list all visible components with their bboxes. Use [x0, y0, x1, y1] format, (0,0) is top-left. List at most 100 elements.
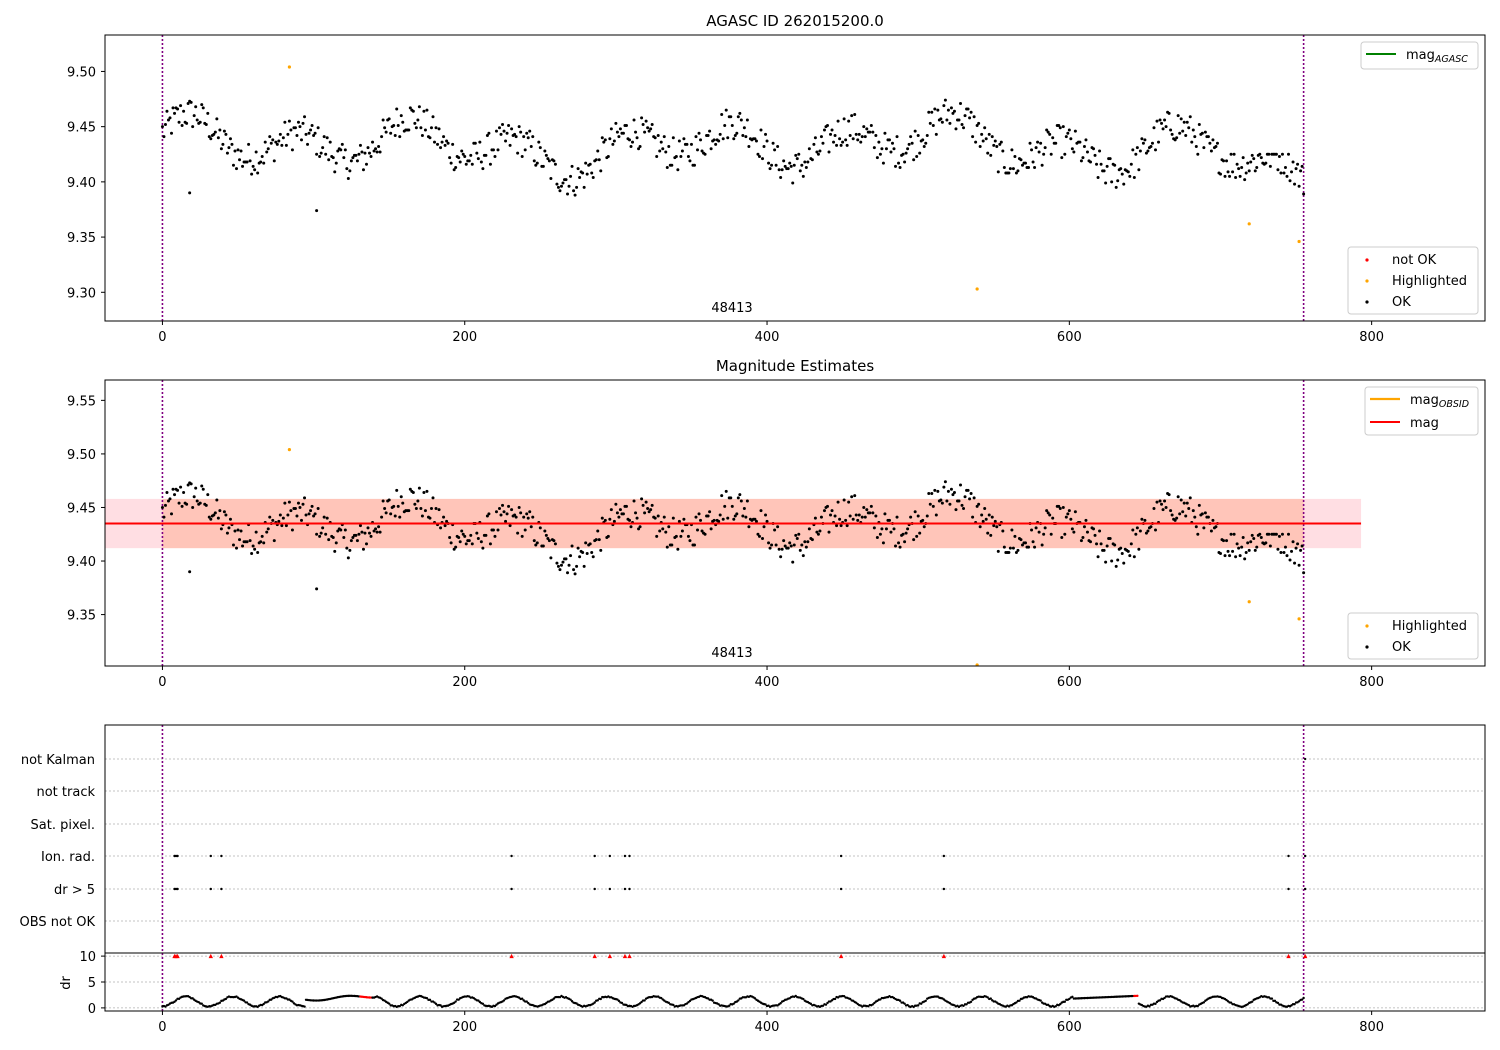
data-point-ok — [1072, 530, 1076, 534]
data-point-ok — [650, 503, 654, 507]
data-point-ok — [445, 519, 449, 523]
data-point-ok — [627, 138, 631, 142]
data-point-ok — [1182, 120, 1186, 124]
data-point-ok — [1237, 167, 1241, 171]
data-point-ok — [768, 546, 772, 550]
data-point-ok — [1259, 156, 1263, 160]
data-point-ok — [505, 131, 509, 135]
data-point-ok — [417, 486, 421, 490]
flag-label-not-track: not track — [36, 785, 95, 800]
data-point-ok — [222, 510, 226, 514]
dr-point — [303, 1005, 306, 1008]
data-point-ok — [315, 532, 319, 536]
data-point-ok — [1247, 548, 1251, 552]
panel-dr-xtick-label: 600 — [1057, 1020, 1082, 1035]
data-point-ok — [700, 149, 704, 153]
data-point-ok — [998, 142, 1002, 146]
panel-dr-xtick-label: 800 — [1359, 1020, 1384, 1035]
dr-point — [667, 1001, 670, 1005]
data-point-ok — [559, 184, 563, 188]
dr-point — [569, 998, 572, 1001]
dr-point — [387, 1002, 391, 1005]
data-point-ok — [1231, 549, 1235, 553]
data-point-ok — [1178, 131, 1182, 135]
dr-point — [570, 1000, 574, 1003]
data-point-ok — [228, 137, 232, 141]
data-point-ok — [1240, 166, 1244, 170]
data-point-ok — [635, 136, 639, 140]
data-point-ok — [1011, 167, 1015, 171]
data-point-ok — [754, 519, 758, 523]
data-point-ok — [396, 124, 400, 128]
data-point-ok — [1042, 152, 1046, 156]
data-point-ok — [756, 532, 760, 536]
data-point-ok — [215, 498, 219, 502]
data-point-ok — [1144, 151, 1148, 155]
data-point-ok — [889, 150, 893, 154]
data-point-ok — [1190, 140, 1194, 144]
data-point-ok — [1153, 148, 1157, 152]
data-point-ok — [825, 124, 829, 128]
data-point-ok — [306, 142, 310, 146]
panel-estimates-x-axis: 0 200 400 600 800 — [158, 666, 1384, 690]
dr-point — [1154, 1002, 1157, 1005]
legend-label-ok: OK — [1392, 295, 1411, 310]
data-point-ok — [339, 528, 343, 532]
data-point-ok — [1066, 131, 1070, 135]
dr-point — [672, 1003, 675, 1007]
dr-point — [457, 998, 460, 1001]
data-point-ok — [1244, 171, 1248, 175]
dr-point — [1273, 999, 1277, 1003]
data-point-ok — [1282, 171, 1286, 175]
data-point-ok — [949, 106, 953, 110]
panel-estimates-frame — [104, 379, 1486, 667]
data-point-ok — [1098, 149, 1102, 153]
data-point-ok — [661, 527, 665, 531]
data-point-ok — [930, 110, 934, 114]
data-point-ok — [614, 121, 618, 125]
data-point-ok — [635, 516, 639, 520]
data-point-ok — [959, 101, 963, 105]
dr-point — [1300, 998, 1304, 1001]
data-point-ok — [952, 109, 956, 113]
data-point-ok — [238, 538, 242, 542]
data-point-ok — [1102, 548, 1106, 552]
data-point-ok — [380, 135, 384, 139]
data-point-ok — [797, 532, 801, 536]
data-point-ok — [484, 533, 488, 537]
data-point-ok — [736, 496, 740, 500]
data-point-ok — [225, 151, 229, 155]
data-point-ok — [860, 135, 864, 139]
data-point-ok — [266, 527, 270, 531]
data-point-ok — [878, 532, 882, 536]
data-point-ok — [792, 543, 796, 547]
data-point-ok — [857, 132, 861, 136]
data-point-ok — [275, 142, 279, 146]
data-point-ok — [1072, 150, 1076, 154]
data-point-ok — [946, 108, 950, 112]
data-point-ok — [222, 129, 226, 133]
data-point-ok — [782, 159, 786, 163]
data-point-ok — [875, 535, 879, 539]
data-point-highlighted — [287, 448, 292, 452]
data-point-ok — [656, 514, 660, 518]
data-point-ok — [980, 513, 984, 517]
data-point-ok — [844, 138, 848, 142]
data-point-ok — [773, 528, 777, 532]
data-point-ok — [895, 135, 899, 139]
data-point-ok — [1173, 518, 1177, 522]
panel-agasc-title: AGASC ID 262015200.0 — [706, 12, 884, 30]
dr-point — [1246, 1003, 1249, 1006]
data-point-ok — [868, 511, 872, 515]
data-point-ok — [200, 103, 204, 107]
dr-point — [688, 999, 692, 1003]
data-point-ok — [272, 539, 276, 543]
data-point-ok — [493, 534, 497, 538]
data-point-ok — [1020, 163, 1024, 167]
data-point-ok — [892, 527, 896, 531]
data-point-ok — [1064, 135, 1068, 139]
dr-point — [525, 1000, 528, 1003]
data-point-ok — [522, 135, 526, 139]
data-point-ok — [699, 518, 703, 522]
panel-estimates-legend-points: Highlighted OK — [1347, 612, 1479, 660]
